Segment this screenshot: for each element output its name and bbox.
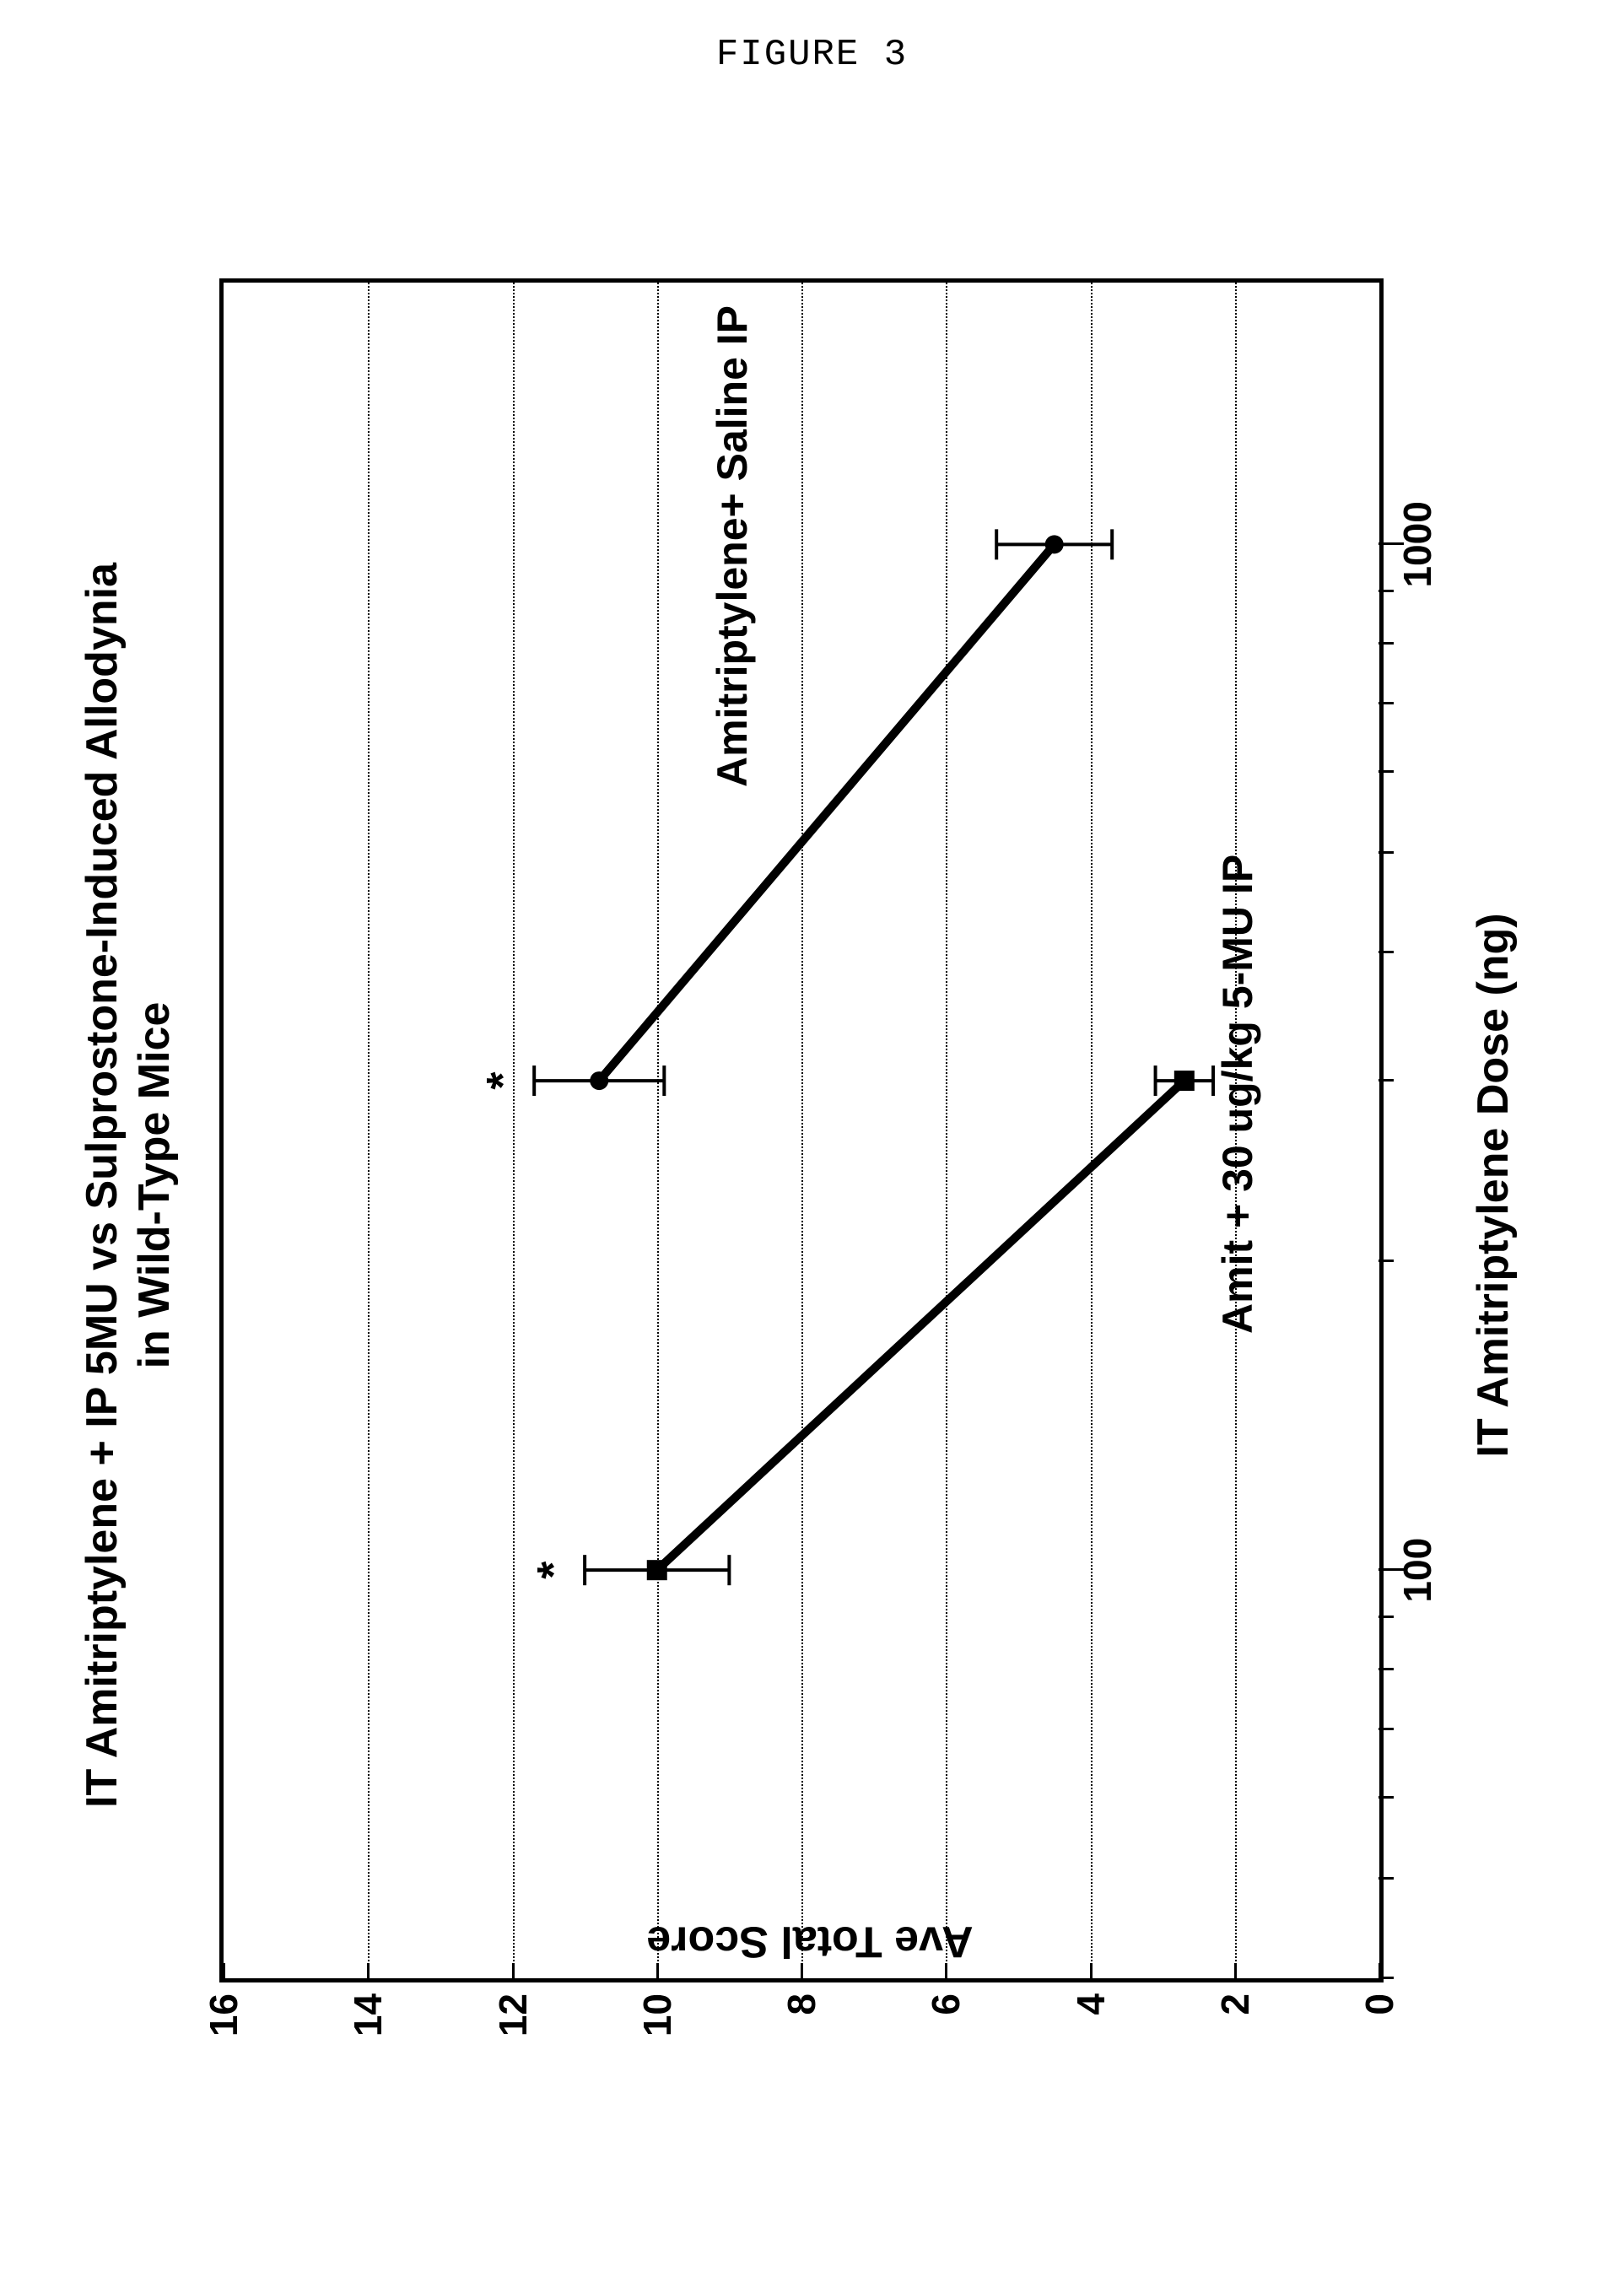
plot-area: 02468101214161001000*Amit + 30 ug/kg 5-M… <box>219 278 1384 1982</box>
gridline-h <box>657 283 659 1978</box>
ytick-mark <box>223 1963 225 1980</box>
ytick-label: 0 <box>1357 1978 1402 2015</box>
gridline-h <box>513 283 515 1978</box>
chart-landscape: IT Amitriptylene + IP 5MU vs Sulprostone… <box>67 194 1552 2177</box>
chart-title-line1: IT Amitriptylene + IP 5MU vs Sulprostone… <box>78 563 127 1808</box>
gridline-h <box>368 283 370 1978</box>
xtick-mark-minor <box>1379 1877 1394 1880</box>
xtick-mark-minor <box>1379 1728 1394 1730</box>
ytick-label: 10 <box>634 1978 680 2036</box>
xtick-mark-minor <box>1379 1260 1394 1262</box>
chart-container: IT Amitriptylene + IP 5MU vs Sulprostone… <box>67 194 1552 2177</box>
marker-circle <box>1045 535 1064 553</box>
series-line <box>599 544 1054 1081</box>
xtick-mark-minor <box>1379 770 1394 773</box>
ytick-mark <box>945 1963 947 1980</box>
gridline-h <box>1091 283 1093 1978</box>
ytick-label: 16 <box>201 1978 246 2036</box>
ytick-mark <box>1090 1963 1093 1980</box>
chart-title-line2: in Wild-Type Mice <box>130 1002 179 1369</box>
significance-star: * <box>527 1562 580 1579</box>
ytick-mark <box>512 1963 515 1980</box>
ytick-label: 12 <box>490 1978 536 2036</box>
xtick-label: 100 <box>1379 1538 1440 1603</box>
xtick-mark-minor <box>1379 1796 1394 1799</box>
ytick-label: 4 <box>1068 1978 1114 2015</box>
ytick-label: 2 <box>1212 1978 1258 2015</box>
x-axis-label: IT Amitriptylene Dose (ng) <box>1468 913 1519 1457</box>
ytick-label: 6 <box>923 1978 968 2015</box>
xtick-mark-minor <box>1379 1668 1394 1670</box>
xtick-mark-minor <box>1379 851 1394 854</box>
xtick-mark-minor <box>1379 1616 1394 1618</box>
series-label: Amit + 30 ug/kg 5-MU IP <box>1213 855 1262 1334</box>
gridline-h <box>946 283 947 1978</box>
xtick-label: 1000 <box>1379 501 1440 587</box>
ytick-label: 8 <box>779 1978 824 2015</box>
figure-label: FIGURE 3 <box>716 34 908 76</box>
ytick-mark <box>367 1963 370 1980</box>
page: FIGURE 3 IT Amitriptylene + IP 5MU vs Su… <box>0 0 1624 2271</box>
series-label: Amitriptylene+ Saline IP <box>708 305 757 787</box>
marker-circle <box>590 1071 608 1090</box>
xtick-mark-minor <box>1379 642 1394 645</box>
xtick-mark-minor <box>1379 590 1394 592</box>
ytick-mark <box>801 1963 803 1980</box>
ytick-label: 14 <box>345 1978 391 2036</box>
xtick-mark-minor <box>1379 951 1394 953</box>
significance-star: * <box>477 1072 529 1090</box>
ytick-mark <box>656 1963 659 1980</box>
xtick-mark-minor <box>1379 1079 1394 1082</box>
xtick-mark-minor <box>1379 1977 1394 1979</box>
gridline-h <box>801 283 803 1978</box>
marker-square <box>1174 1071 1195 1091</box>
xtick-mark-minor <box>1379 702 1394 704</box>
series-line <box>657 1081 1184 1570</box>
ytick-mark <box>1234 1963 1237 1980</box>
chart-title: IT Amitriptylene + IP 5MU vs Sulprostone… <box>76 563 181 1808</box>
